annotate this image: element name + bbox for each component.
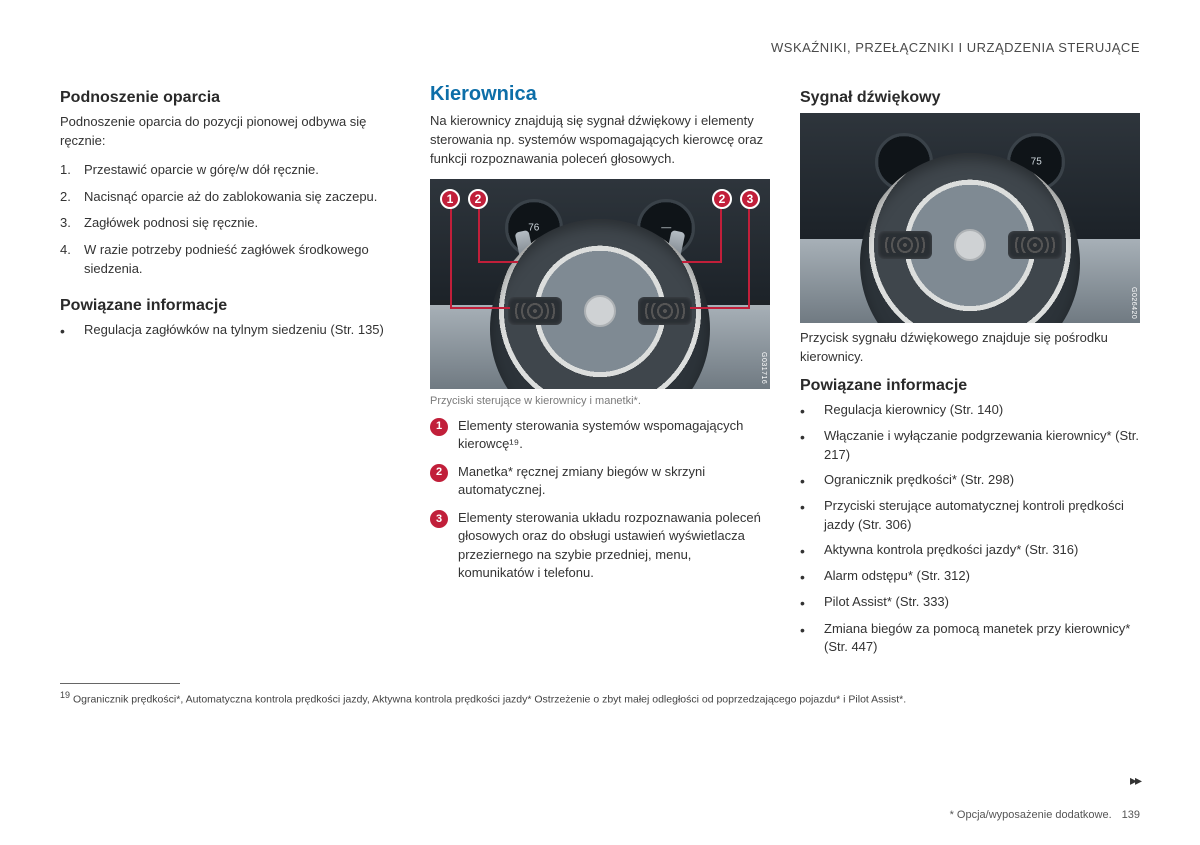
callout-line [720, 209, 722, 261]
list-item: Regulacja zagłówków na tylnym siedzeniu … [60, 321, 400, 341]
footnote-separator [60, 683, 180, 684]
callout-item: 3 Elementy sterowania układu rozpoznawan… [430, 509, 770, 582]
callout-line [690, 307, 750, 309]
chapter-header: WSKAŹNIKI, PRZEŁĄCZNIKI I URZĄDZENIA STE… [60, 40, 1140, 55]
continue-arrows-icon: ▸▸ [1130, 772, 1140, 789]
col1-related-list: Regulacja zagłówków na tylnym siedzeniu … [60, 321, 400, 341]
callout-item: 1 Elementy sterowania systemów wspomagaj… [430, 417, 770, 453]
wheel-spoke-left [508, 297, 562, 325]
steering-wheel-figure-horn: G026420 [800, 113, 1140, 323]
col1-step: W razie potrzeby podnieść zagłówek środk… [60, 241, 400, 279]
col3-related-list: Regulacja kierownicy (Str. 140) Włączani… [800, 401, 1140, 658]
list-item: Alarm odstępu* (Str. 312) [800, 567, 1140, 587]
callout-marker: 3 [740, 189, 760, 209]
list-item: Włączanie i wyłączanie podgrzewania kier… [800, 427, 1140, 465]
callout-text: Elementy sterowania systemów wspomagając… [458, 417, 770, 453]
col2-heading-kierownica: Kierownica [430, 83, 770, 106]
col1-steps-list: Przestawić oparcie w górę/w dół ręcznie.… [60, 161, 400, 279]
wheel-spoke-right [1008, 231, 1062, 259]
callout-text: Elementy sterowania układu rozpoznawania… [458, 509, 770, 582]
col1-step: Przestawić oparcie w górę/w dół ręcznie. [60, 161, 400, 180]
column-2: Kierownica Na kierownicy znajdują się sy… [430, 83, 770, 663]
callout-text: Manetka* ręcznej zmiany biegów w skrzyni… [458, 463, 770, 499]
figure-caption: Przyciski sterujące w kierownicy i manet… [430, 395, 770, 407]
figure-code: G026420 [1130, 287, 1137, 319]
col1-heading-podnoszenie: Podnoszenie oparcia [60, 89, 400, 107]
col1-heading-related: Powiązane informacje [60, 297, 400, 315]
col3-heading-related: Powiązane informacje [800, 377, 1140, 395]
column-3: Sygnał dźwiękowy G026420 Przycisk sygnał… [800, 83, 1140, 663]
callout-line [682, 261, 722, 263]
callout-marker: 1 [440, 189, 460, 209]
list-item: Zmiana biegów za pomocą manetek przy kie… [800, 620, 1140, 658]
col3-heading-sygnal: Sygnał dźwiękowy [800, 89, 1140, 107]
callout-number-icon: 1 [430, 418, 448, 436]
list-item: Regulacja kierownicy (Str. 140) [800, 401, 1140, 421]
footnote-number: 19 [60, 690, 70, 700]
footnote: 19 Ogranicznik prędkości*, Automatyczna … [60, 690, 1140, 707]
wheel-spoke-right [638, 297, 692, 325]
callout-item: 2 Manetka* ręcznej zmiany biegów w skrzy… [430, 463, 770, 499]
list-item: Ogranicznik prędkości* (Str. 298) [800, 471, 1140, 491]
col1-intro: Podnoszenie oparcia do pozycji pionowej … [60, 113, 400, 151]
callout-number-icon: 3 [430, 510, 448, 528]
footnote-text: Ogranicznik prędkości*, Automatyczna kon… [73, 694, 906, 706]
wheel-spoke-left [878, 231, 932, 259]
col2-intro: Na kierownicy znajdują się sygnał dźwięk… [430, 112, 770, 169]
callout-legend: 1 Elementy sterowania systemów wspomagaj… [430, 417, 770, 583]
column-1: Podnoszenie oparcia Podnoszenie oparcia … [60, 83, 400, 663]
callout-marker: 2 [712, 189, 732, 209]
page-footer: * Opcja/wyposażenie dodatkowe. 139 [60, 809, 1140, 821]
callout-marker: 2 [468, 189, 488, 209]
list-item: Przyciski sterujące automatycznej kontro… [800, 497, 1140, 535]
col1-step: Nacisnąć oparcie aż do zablokowania się … [60, 188, 400, 207]
callout-line [478, 209, 480, 261]
callout-line [450, 209, 452, 307]
callout-number-icon: 2 [430, 464, 448, 482]
callout-line [450, 307, 510, 309]
list-item: Pilot Assist* (Str. 333) [800, 593, 1140, 613]
footer-note: * Opcja/wyposażenie dodatkowe. [950, 809, 1112, 821]
page-columns: Podnoszenie oparcia Podnoszenie oparcia … [60, 83, 1140, 663]
col1-step: Zagłówek podnosi się ręcznie. [60, 214, 400, 233]
steering-wheel-figure-annotated: 1 2 2 3 G031716 [430, 179, 770, 389]
page-number: 139 [1122, 809, 1140, 821]
col3-caption-body: Przycisk sygnału dźwiękowego znajduje si… [800, 329, 1140, 367]
callout-line [478, 261, 518, 263]
figure-code: G031716 [760, 352, 767, 384]
list-item: Aktywna kontrola prędkości jazdy* (Str. … [800, 541, 1140, 561]
callout-line [748, 209, 750, 307]
